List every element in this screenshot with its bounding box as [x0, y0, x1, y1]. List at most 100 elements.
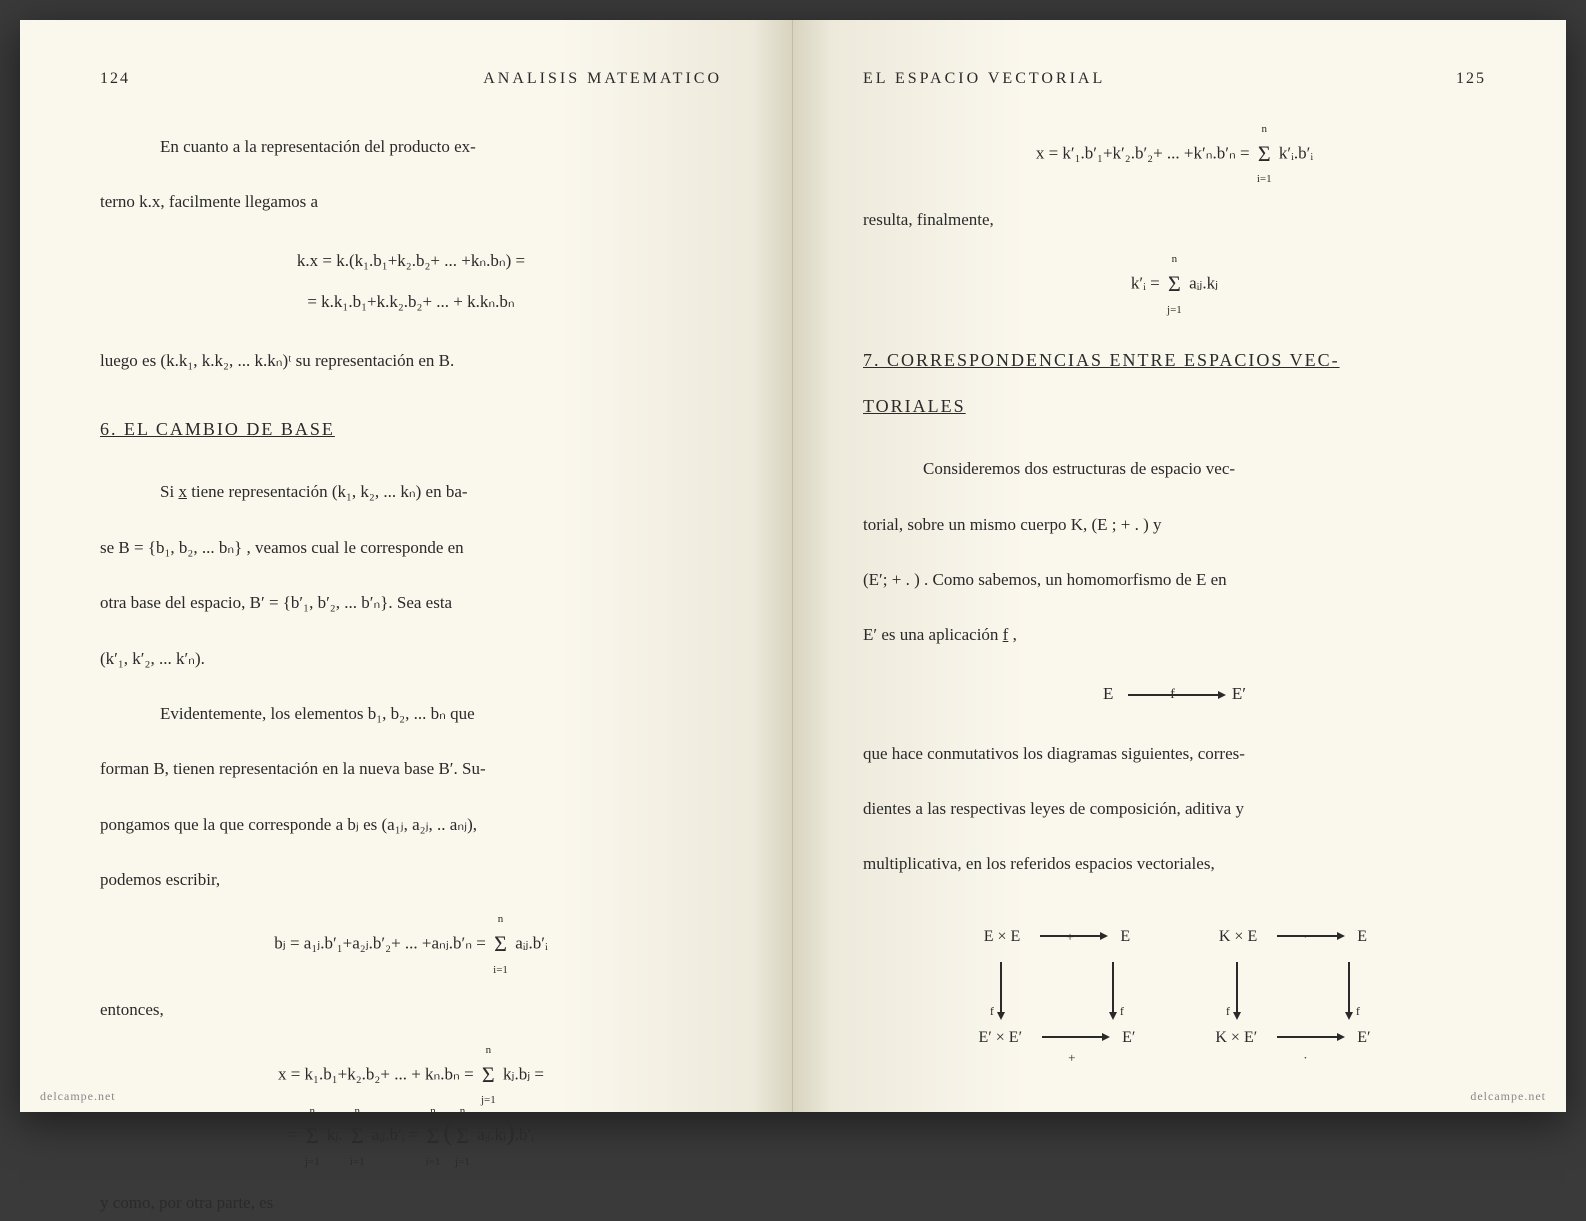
paragraph: luego es (k.k₁, k.k₂, ... k.kₙ)ᵗ su repr… [100, 342, 722, 379]
paragraph: Consideremos dos estructuras de espacio … [863, 450, 1486, 487]
section-heading: 7. CORRESPONDENCIAS ENTRE ESPACIOS VEC- [863, 341, 1486, 381]
arrow-icon: f [1128, 694, 1218, 696]
page-header-right: EL ESPACIO VECTORIAL 125 [863, 70, 1486, 88]
eq-lhs: bⱼ = a₁ⱼ.b′₁+a₂ⱼ.b′₂+ ... +aₙⱼ.b′ₙ = [274, 934, 490, 953]
heading-line: 7. CORRESPONDENCIAS ENTRE ESPACIOS VEC- [863, 350, 1340, 370]
sigma-icon: Σ [1168, 271, 1181, 296]
sum-lower: i=1 [493, 957, 508, 983]
eq-lhs: k′ᵢ = [1131, 274, 1164, 293]
sum-upper: n [355, 1098, 361, 1124]
diagram-1: E × E + E f f E′ × E′ + E′ [979, 913, 1136, 1061]
diag-bot-row: E′ × E′ + E′ [979, 1020, 1136, 1055]
sigma-icon: Σ [427, 1123, 440, 1148]
sum-upper: n [1262, 116, 1268, 142]
map-source: E [1103, 684, 1113, 703]
paragraph: (E′; + . ) . Como sabemos, un homomorfis… [863, 561, 1486, 598]
eq-line: k.x = k.(k₁.b₁+k₂.b₂+ ... +kₙ.bₙ) = [100, 241, 722, 282]
text: terno k.x, facilmente llegamos a [100, 192, 318, 211]
diag-vert-row: f f [1215, 962, 1370, 1012]
book-spread: 124 ANALISIS MATEMATICO En cuanto a la r… [20, 20, 1566, 1112]
sum-lower: j=1 [305, 1149, 320, 1175]
watermark: delcampe.net [1470, 1089, 1546, 1104]
sigma-icon: Σ [1258, 141, 1271, 166]
node: K × E [1219, 919, 1257, 954]
eq-part: aᵢⱼ.b′ᵢ = [368, 1125, 423, 1144]
paragraph: dientes a las respectivas leyes de compo… [863, 790, 1486, 827]
arrow-group: f [1226, 962, 1238, 1012]
paragraph: terno k.x, facilmente llegamos a [100, 183, 722, 220]
arrow-label: f [1226, 998, 1230, 1024]
equation: x = k₁.b₁+k₂.b₂+ ... + kₙ.bₙ = nΣj=1 kⱼ.… [100, 1049, 722, 1164]
eq-rhs: aᵢⱼ.b′ᵢ [511, 934, 548, 953]
map-label: f [1170, 678, 1175, 712]
sum-lower: i=1 [350, 1149, 365, 1175]
equation: k.x = k.(k₁.b₁+k₂.b₂+ ... +kₙ.bₙ) = = k.… [100, 241, 722, 323]
text: E′ es una aplicación [863, 625, 1003, 644]
paragraph: entonces, [100, 991, 722, 1028]
commutative-diagrams: E × E + E f f E′ × E′ + E′ [863, 913, 1486, 1061]
paragraph: (k′₁, k′₂, ... k′ₙ). [100, 640, 722, 677]
sum-lower: j=1 [481, 1087, 496, 1113]
arrow-icon: · [1277, 935, 1337, 937]
text: , [1008, 625, 1017, 644]
paragraph: pongamos que la que corresponde a bⱼ es … [100, 806, 722, 843]
diag-bot-row: K × E′ · E′ [1215, 1020, 1370, 1055]
equation: x = k′₁.b′₁+k′₂.b′₂+ ... +k′ₙ.b′ₙ = nΣi=… [863, 128, 1486, 181]
sum-lower: j=1 [1167, 297, 1182, 323]
node: E × E [984, 919, 1021, 954]
sum-lower: j=1 [455, 1149, 470, 1175]
arrow-group: f [990, 962, 1002, 1012]
sum-upper: n [486, 1037, 492, 1063]
arrow-label: f [1356, 998, 1360, 1024]
node: E′ [1357, 1020, 1370, 1055]
arrow-label: · [1303, 1044, 1307, 1073]
node: E [1120, 919, 1130, 954]
sum-lower: i=1 [426, 1149, 441, 1175]
chapter-title: EL ESPACIO VECTORIAL [863, 70, 1105, 88]
paragraph: Evidentemente, los elementos b₁, b₂, ...… [100, 695, 722, 732]
eq-line: x = k₁.b₁+k₂.b₂+ ... + kₙ.bₙ = nΣj=1 kⱼ.… [100, 1049, 722, 1102]
eq-rhs: k′ᵢ.b′ᵢ [1275, 143, 1314, 162]
section-heading: TORIALES [863, 387, 1486, 427]
eq-line: = nΣj=1 kⱼ. nΣi=1 aᵢⱼ.b′ᵢ = nΣi=1(nΣj=1 … [100, 1101, 722, 1163]
sigma-icon: Σ [306, 1123, 319, 1148]
arrow-label: f [990, 998, 994, 1024]
text: tiene representación (k₁, k₂, ... kₙ) en… [187, 482, 468, 501]
page-content: En cuanto a la representación del produc… [100, 128, 722, 1221]
summation: nΣj=1 [1168, 258, 1181, 311]
eq-part: = [288, 1125, 302, 1144]
sigma-icon: Σ [456, 1123, 469, 1148]
watermark: delcampe.net [40, 1089, 116, 1104]
paragraph: multiplicativa, en los referidos espacio… [863, 845, 1486, 882]
paragraph: resulta, finalmente, [863, 201, 1486, 238]
arrow-icon: + [1042, 1036, 1102, 1038]
sum-lower: i=1 [1257, 166, 1272, 192]
text: En cuanto a la representación del produc… [160, 137, 476, 156]
arrow-label: + [1066, 923, 1073, 952]
summation: nΣj=1 [306, 1110, 319, 1163]
text: Si [160, 482, 178, 501]
paragraph: podemos escribir, [100, 861, 722, 898]
eq-part: kⱼ. [323, 1125, 347, 1144]
diag-top-row: E × E + E [979, 919, 1136, 954]
paragraph: torial, sobre un mismo cuerpo K, (E ; + … [863, 506, 1486, 543]
arrow-icon: · [1277, 1036, 1337, 1038]
eq-lhs: x = k₁.b₁+k₂.b₂+ ... + kₙ.bₙ = [278, 1064, 478, 1083]
paragraph: E′ es una aplicación f , [863, 616, 1486, 653]
eq-part: aᵢⱼ.kⱼ [473, 1125, 506, 1144]
sum-upper: n [309, 1098, 315, 1124]
map-target: E′ [1232, 684, 1246, 703]
summation: nΣi=1 [494, 918, 507, 971]
summation: nΣj=1 [456, 1110, 469, 1163]
summation: nΣi=1 [1258, 128, 1271, 181]
equation: bⱼ = a₁ⱼ.b′₁+a₂ⱼ.b′₂+ ... +aₙⱼ.b′ₙ = nΣi… [100, 918, 722, 971]
node: E′ × E′ [979, 1020, 1023, 1055]
page-number: 124 [100, 70, 130, 88]
sigma-icon: Σ [351, 1123, 364, 1148]
page-content: x = k′₁.b′₁+k′₂.b′₂+ ... +k′ₙ.b′ₙ = nΣi=… [863, 128, 1486, 1061]
node: E′ [1122, 1020, 1135, 1055]
eq-rhs: aᵢⱼ.kⱼ [1185, 274, 1218, 293]
page-right: EL ESPACIO VECTORIAL 125 x = k′₁.b′₁+k′₂… [793, 20, 1566, 1112]
arrow-icon [1348, 962, 1350, 1012]
arrow-label: f [1120, 998, 1124, 1024]
